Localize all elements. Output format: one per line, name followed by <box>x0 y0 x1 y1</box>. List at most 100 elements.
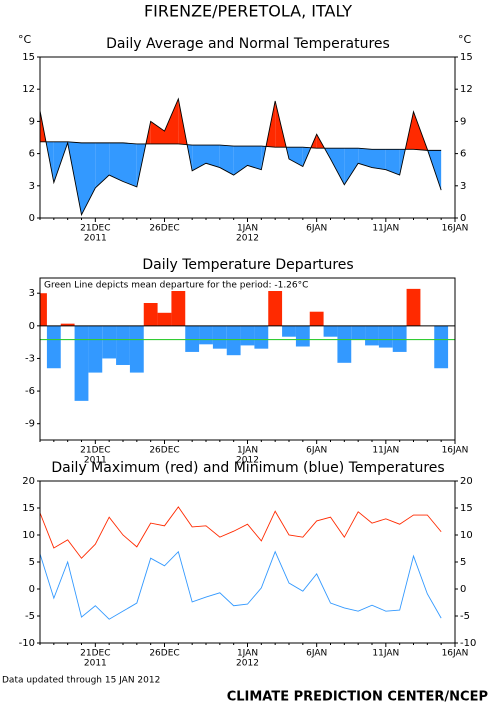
x-tick-label: 1JAN <box>237 224 258 234</box>
y2-tick-label: 10 <box>460 530 473 541</box>
x-year-label: 2012 <box>236 456 259 466</box>
x-tick-label: 21DEC <box>80 446 110 456</box>
y-tick-label: 6 <box>29 149 35 160</box>
x-tick-label: 11JAN <box>372 446 399 456</box>
x-tick-label: 11JAN <box>372 649 399 659</box>
departure-fill <box>219 145 234 176</box>
x-tick-label: 26DEC <box>149 649 179 659</box>
departure-fill <box>330 148 345 185</box>
bar <box>240 325 255 346</box>
bar <box>88 325 103 373</box>
y2-tick-label: 12 <box>460 84 473 95</box>
departure-fill <box>95 142 110 188</box>
bar <box>143 303 158 326</box>
plot-frame <box>39 56 456 219</box>
bar <box>254 325 269 349</box>
y-tick-label: 10 <box>22 530 35 541</box>
y-unit: °C <box>18 33 32 46</box>
bar <box>392 325 407 352</box>
bar <box>116 325 130 365</box>
bar <box>337 325 352 363</box>
y2-tick-label: 0 <box>460 584 466 595</box>
bar <box>365 325 379 346</box>
x-tick-label: 21DEC <box>80 649 110 659</box>
bar <box>60 323 75 326</box>
plot-frame <box>39 480 456 644</box>
bar <box>268 280 283 326</box>
bar <box>351 325 366 340</box>
bar <box>157 312 172 326</box>
departure-fill <box>344 148 359 185</box>
y-tick-label: -6 <box>25 386 35 397</box>
y-tick-label: 0 <box>29 584 35 595</box>
departure-fill <box>81 142 96 215</box>
bar <box>323 325 338 337</box>
departure-fill <box>233 146 248 176</box>
y-tick-label: -10 <box>19 638 35 649</box>
annotation-bg <box>42 279 352 291</box>
y2-tick-label: 6 <box>460 149 466 160</box>
x-tick-label: 26DEC <box>149 224 179 234</box>
departure-fill <box>247 146 262 170</box>
y2-unit: °C <box>458 33 472 46</box>
y-tick-label: 9 <box>29 116 35 127</box>
departure-fill <box>385 149 400 176</box>
bar <box>199 325 213 345</box>
bar <box>40 293 47 326</box>
x-tick-label: 16JAN <box>442 649 469 659</box>
departure-fill <box>289 147 303 167</box>
panel-title: Daily Maximum (red) and Minimum (blue) T… <box>51 460 444 476</box>
series-line <box>40 141 442 151</box>
y-tick-label: -5 <box>25 611 35 622</box>
panel-title: Daily Average and Normal Temperatures <box>106 36 390 52</box>
series-line <box>39 97 442 217</box>
update-note: Data updated through 15 JAN 2012 <box>2 676 160 686</box>
y2-tick-label: 20 <box>460 476 473 487</box>
bar <box>102 325 117 359</box>
bar <box>295 325 310 347</box>
y-tick-label: 15 <box>22 503 35 514</box>
panel-title: Daily Temperature Departures <box>142 257 353 273</box>
bar <box>378 325 393 348</box>
series-line <box>39 550 442 620</box>
x-tick-label: 16JAN <box>442 224 469 234</box>
bar <box>282 325 296 337</box>
x-year-label: 2011 <box>84 234 107 244</box>
x-tick-label: 1JAN <box>237 649 258 659</box>
y2-tick-label: 5 <box>460 557 466 568</box>
departure-fill <box>123 142 137 187</box>
y2-tick-label: 0 <box>460 213 466 224</box>
bar <box>46 325 61 369</box>
y-tick-label: 0 <box>29 321 35 332</box>
x-year-label: 2011 <box>84 659 107 669</box>
y2-tick-label: -5 <box>460 611 470 622</box>
y-tick-label: 3 <box>29 181 35 192</box>
y-tick-label: 20 <box>22 476 35 487</box>
y-tick-label: 15 <box>22 52 35 63</box>
bar <box>74 325 89 401</box>
bar <box>226 325 241 356</box>
y2-tick-label: 15 <box>460 503 473 514</box>
departure-fill <box>150 121 165 144</box>
x-year-label: 2012 <box>236 234 259 244</box>
x-tick-label: 26DEC <box>149 446 179 456</box>
x-tick-label: 6JAN <box>306 446 327 456</box>
y-tick-label: 12 <box>22 84 35 95</box>
x-tick-label: 16JAN <box>442 446 469 456</box>
x-tick-label: 6JAN <box>306 224 327 234</box>
y-tick-label: 0 <box>29 213 35 224</box>
series-line <box>39 506 442 559</box>
y-tick-label: 5 <box>29 557 35 568</box>
x-tick-label: 11JAN <box>372 224 399 234</box>
x-tick-label: 1JAN <box>237 446 258 456</box>
departure-fill <box>164 98 179 144</box>
departure-fill <box>358 148 372 168</box>
departure-fill <box>206 145 220 168</box>
y2-tick-label: 9 <box>460 116 466 127</box>
departure-fill <box>192 145 206 171</box>
bar <box>406 288 421 326</box>
bar <box>434 325 449 369</box>
departure-fill <box>109 142 123 182</box>
bar <box>171 280 186 326</box>
